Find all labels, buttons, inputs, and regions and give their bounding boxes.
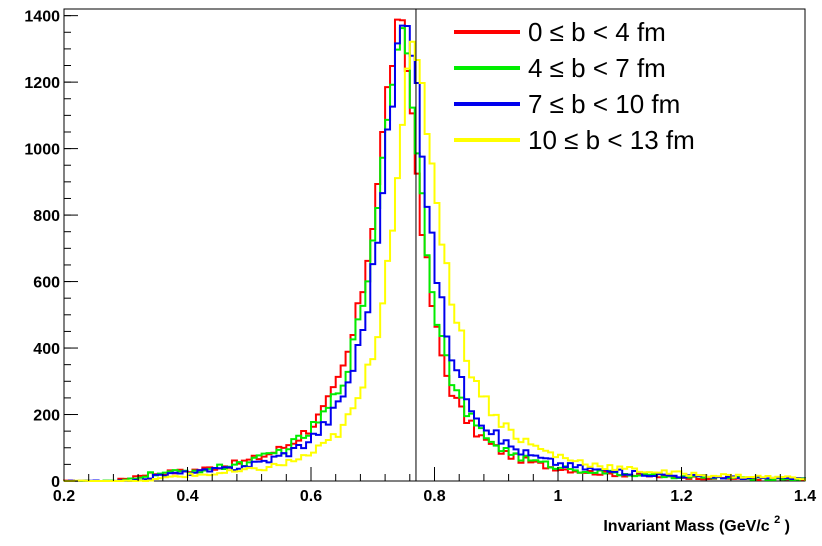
series-line-2 bbox=[64, 27, 806, 482]
y-tick-label: 0 bbox=[51, 474, 60, 491]
x-axis-title-text: Invariant Mass (GeV/c bbox=[603, 518, 769, 535]
legend-label-2: 4 ≤ b < 7 fm bbox=[528, 53, 666, 83]
x-tick-label: 0.6 bbox=[300, 488, 322, 505]
legend-label-3: 7 ≤ b < 10 fm bbox=[528, 89, 680, 119]
y-tick-label: 800 bbox=[33, 208, 60, 225]
y-tick-label: 1200 bbox=[24, 75, 60, 92]
legend-label-1: 0 ≤ b < 4 fm bbox=[528, 17, 666, 47]
x-axis-title-close: ) bbox=[785, 518, 790, 535]
legend: 0 ≤ b < 4 fm 4 ≤ b < 7 fm 7 ≤ b < 10 fm 10 … bbox=[454, 17, 695, 155]
legend-label-4: 10 ≤ b < 13 fm bbox=[528, 125, 695, 155]
x-tick-label: 0.8 bbox=[423, 488, 445, 505]
y-tick-label: 400 bbox=[33, 341, 60, 358]
x-tick-label: 1.4 bbox=[794, 488, 816, 505]
x-axis-title: Invariant Mass (GeV/c 2 ) bbox=[603, 510, 790, 535]
x-tick-label: 1 bbox=[554, 488, 563, 505]
x-axis-title-superscript: 2 bbox=[774, 514, 780, 526]
series-line-3 bbox=[64, 24, 806, 482]
y-tick-label: 1400 bbox=[24, 9, 60, 26]
axis-layer: 0.2 0.4 0.6 0.8 1 1.2 1.4 0 200 400 600 800 1000 1200… bbox=[24, 9, 816, 505]
x-tick-label: 0.4 bbox=[176, 488, 198, 505]
y-tick-label: 1000 bbox=[24, 142, 60, 159]
x-tick-label: 1.2 bbox=[670, 488, 692, 505]
y-tick-label: 600 bbox=[33, 275, 60, 292]
x-tick-label: 0.2 bbox=[53, 488, 75, 505]
series-line-4 bbox=[63, 40, 806, 482]
y-tick-label: 200 bbox=[33, 408, 60, 425]
series-layer bbox=[63, 18, 806, 482]
